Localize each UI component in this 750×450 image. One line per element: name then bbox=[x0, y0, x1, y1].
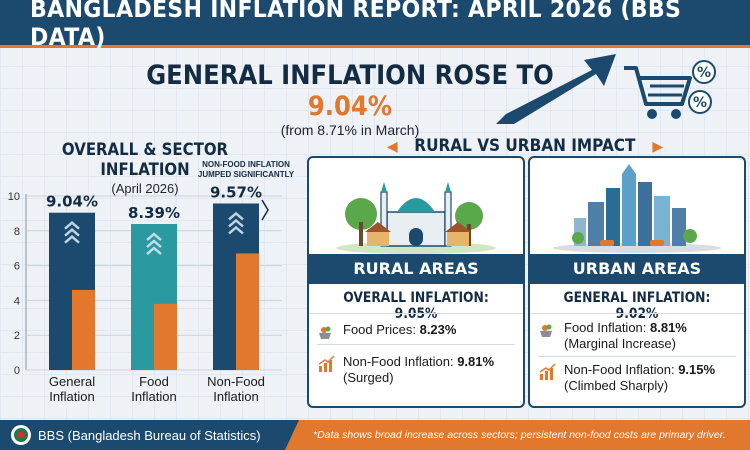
impact-title: RURAL VS URBAN IMPACT bbox=[414, 136, 636, 156]
rural-nonfood-value: 9.81% bbox=[457, 354, 495, 369]
rural-separator bbox=[309, 313, 523, 314]
urban-nonfood-value: 9.15% bbox=[678, 362, 716, 377]
urban-nonfood-item: Non-Food Inflation: 9.15% (Climbed Sharpl… bbox=[538, 362, 715, 394]
impact-title-row: ◀ RURAL VS URBAN IMPACT ▶ bbox=[300, 136, 750, 156]
chevron-up-icon bbox=[228, 211, 244, 221]
rural-nonfood-item: Non-Food Inflation: 9.81% (Surged) bbox=[317, 354, 494, 386]
chevron-up-icon bbox=[64, 228, 80, 237]
report-header: BANGLADESH INFLATION REPORT: APRIL 2026 … bbox=[0, 0, 750, 51]
bar-value-label: 9.04% bbox=[46, 193, 98, 211]
rural-nonfood-label: Non-Food Inflation: bbox=[343, 354, 458, 369]
urban-nonfood-note: (Climbed Sharply) bbox=[564, 378, 669, 393]
urban-item-divider bbox=[538, 356, 736, 357]
urban-nonfood-label: Non-Food Inflation: bbox=[564, 362, 679, 377]
x-tick-label: General bbox=[49, 374, 95, 389]
x-tick-label: Food bbox=[139, 374, 169, 389]
y-tick-label: 0 bbox=[14, 365, 20, 377]
rural-food-item: Food Prices: 8.23% bbox=[317, 322, 456, 341]
x-tick-label: Inflation bbox=[213, 389, 259, 404]
rural-overall: OVERALL INFLATION: 9.05% bbox=[343, 290, 489, 322]
urban-food-label: Food Inflation: bbox=[564, 320, 650, 335]
rising-chart-icon bbox=[539, 363, 556, 380]
trend-up-arrow-icon bbox=[496, 54, 616, 124]
rural-band: RURAL AREAS bbox=[309, 254, 523, 284]
food-basket-icon bbox=[540, 324, 552, 337]
chevron-up-icon bbox=[228, 218, 244, 228]
rural-panel: RURAL AREAS OVERALL INFLATION: 9.05% Foo… bbox=[307, 156, 525, 408]
footer-source: BBS (Bangladesh Bureau of Statistics) bbox=[10, 420, 261, 450]
y-tick-label: 10 bbox=[8, 191, 20, 203]
headline-value: 9.04% bbox=[307, 91, 393, 122]
chart-subtitle: (April 2026) bbox=[111, 181, 179, 196]
x-tick-label: Inflation bbox=[49, 389, 95, 404]
chevron-up-icon bbox=[228, 225, 244, 235]
rising-chart-icon bbox=[318, 355, 335, 372]
arrow-right-icon: ▶ bbox=[652, 139, 664, 155]
urban-food-item: Food Inflation: 8.81% (Marginal Increase) bbox=[538, 320, 687, 352]
urban-band: URBAN AREAS bbox=[530, 254, 744, 284]
x-tick-label: Non-Food bbox=[207, 374, 265, 389]
rural-food-label: Food Prices: bbox=[343, 322, 420, 337]
footer-note: *Data shows broad increase across sector… bbox=[313, 429, 726, 441]
bbs-logo-icon bbox=[11, 425, 31, 445]
y-tick-label: 4 bbox=[14, 295, 20, 307]
urban-food-note: (Marginal Increase) bbox=[564, 336, 676, 351]
svg-text:%: % bbox=[693, 95, 707, 111]
food-basket-icon bbox=[319, 326, 331, 339]
chevron-up-icon bbox=[64, 221, 80, 230]
svg-text:%: % bbox=[697, 65, 711, 81]
bar-value-label: 8.39% bbox=[128, 204, 180, 222]
rural-food-value: 8.23% bbox=[419, 322, 457, 337]
urban-panel: URBAN AREAS GENERAL INFLATION: 9.02% Foo… bbox=[528, 156, 746, 408]
rural-item-divider bbox=[317, 344, 515, 345]
urban-food-value: 8.81% bbox=[650, 320, 687, 335]
urban-overall: GENERAL INFLATION: 9.02% bbox=[563, 290, 711, 322]
rural-nonfood-note: (Surged) bbox=[343, 370, 394, 385]
chevron-up-icon bbox=[146, 232, 162, 241]
headline-prefix: GENERAL INFLATION ROSE TO bbox=[146, 60, 554, 91]
headline-main: GENERAL INFLATION ROSE TO 9.04% bbox=[125, 60, 575, 122]
chart-annotation: NON-FOOD INFLATION JUMPED SIGNIFICANTLY bbox=[197, 160, 295, 179]
bar-value-label: 9.57% bbox=[210, 183, 262, 201]
shopping-cart-icon: % % bbox=[624, 60, 716, 119]
y-tick-label: 6 bbox=[14, 261, 20, 273]
headline: GENERAL INFLATION ROSE TO 9.04% (from 8.… bbox=[100, 60, 600, 138]
mosque-village-icon bbox=[336, 182, 496, 254]
y-tick-label: 2 bbox=[14, 330, 20, 342]
urban-separator bbox=[530, 313, 744, 314]
x-tick-label: Inflation bbox=[131, 389, 177, 404]
footer-source-text: BBS (Bangladesh Bureau of Statistics) bbox=[38, 427, 261, 443]
chevron-up-icon bbox=[146, 246, 162, 255]
y-tick-label: 8 bbox=[14, 226, 20, 238]
bar-segment bbox=[72, 289, 95, 370]
chevron-up-icon bbox=[64, 235, 80, 244]
chart-title: OVERALL & SECTOR INFLATION bbox=[61, 140, 229, 180]
footer: BBS (Bangladesh Bureau of Statistics) *D… bbox=[0, 420, 750, 450]
bar-segment bbox=[236, 253, 259, 370]
city-skyline-icon bbox=[553, 164, 721, 253]
chart-header: OVERALL & SECTOR INFLATION (April 2026) bbox=[10, 140, 280, 196]
footer-note-band bbox=[285, 420, 750, 450]
bar-segment bbox=[154, 303, 177, 370]
headline-subtitle: (from 8.71% in March) bbox=[280, 122, 420, 138]
arrow-left-icon: ◀ bbox=[386, 139, 398, 155]
chevron-up-icon bbox=[146, 239, 162, 248]
annotation-arrow bbox=[261, 199, 269, 221]
percent-badge-icon: % % bbox=[688, 60, 716, 114]
report-title: BANGLADESH INFLATION REPORT: APRIL 2026 … bbox=[30, 0, 682, 51]
